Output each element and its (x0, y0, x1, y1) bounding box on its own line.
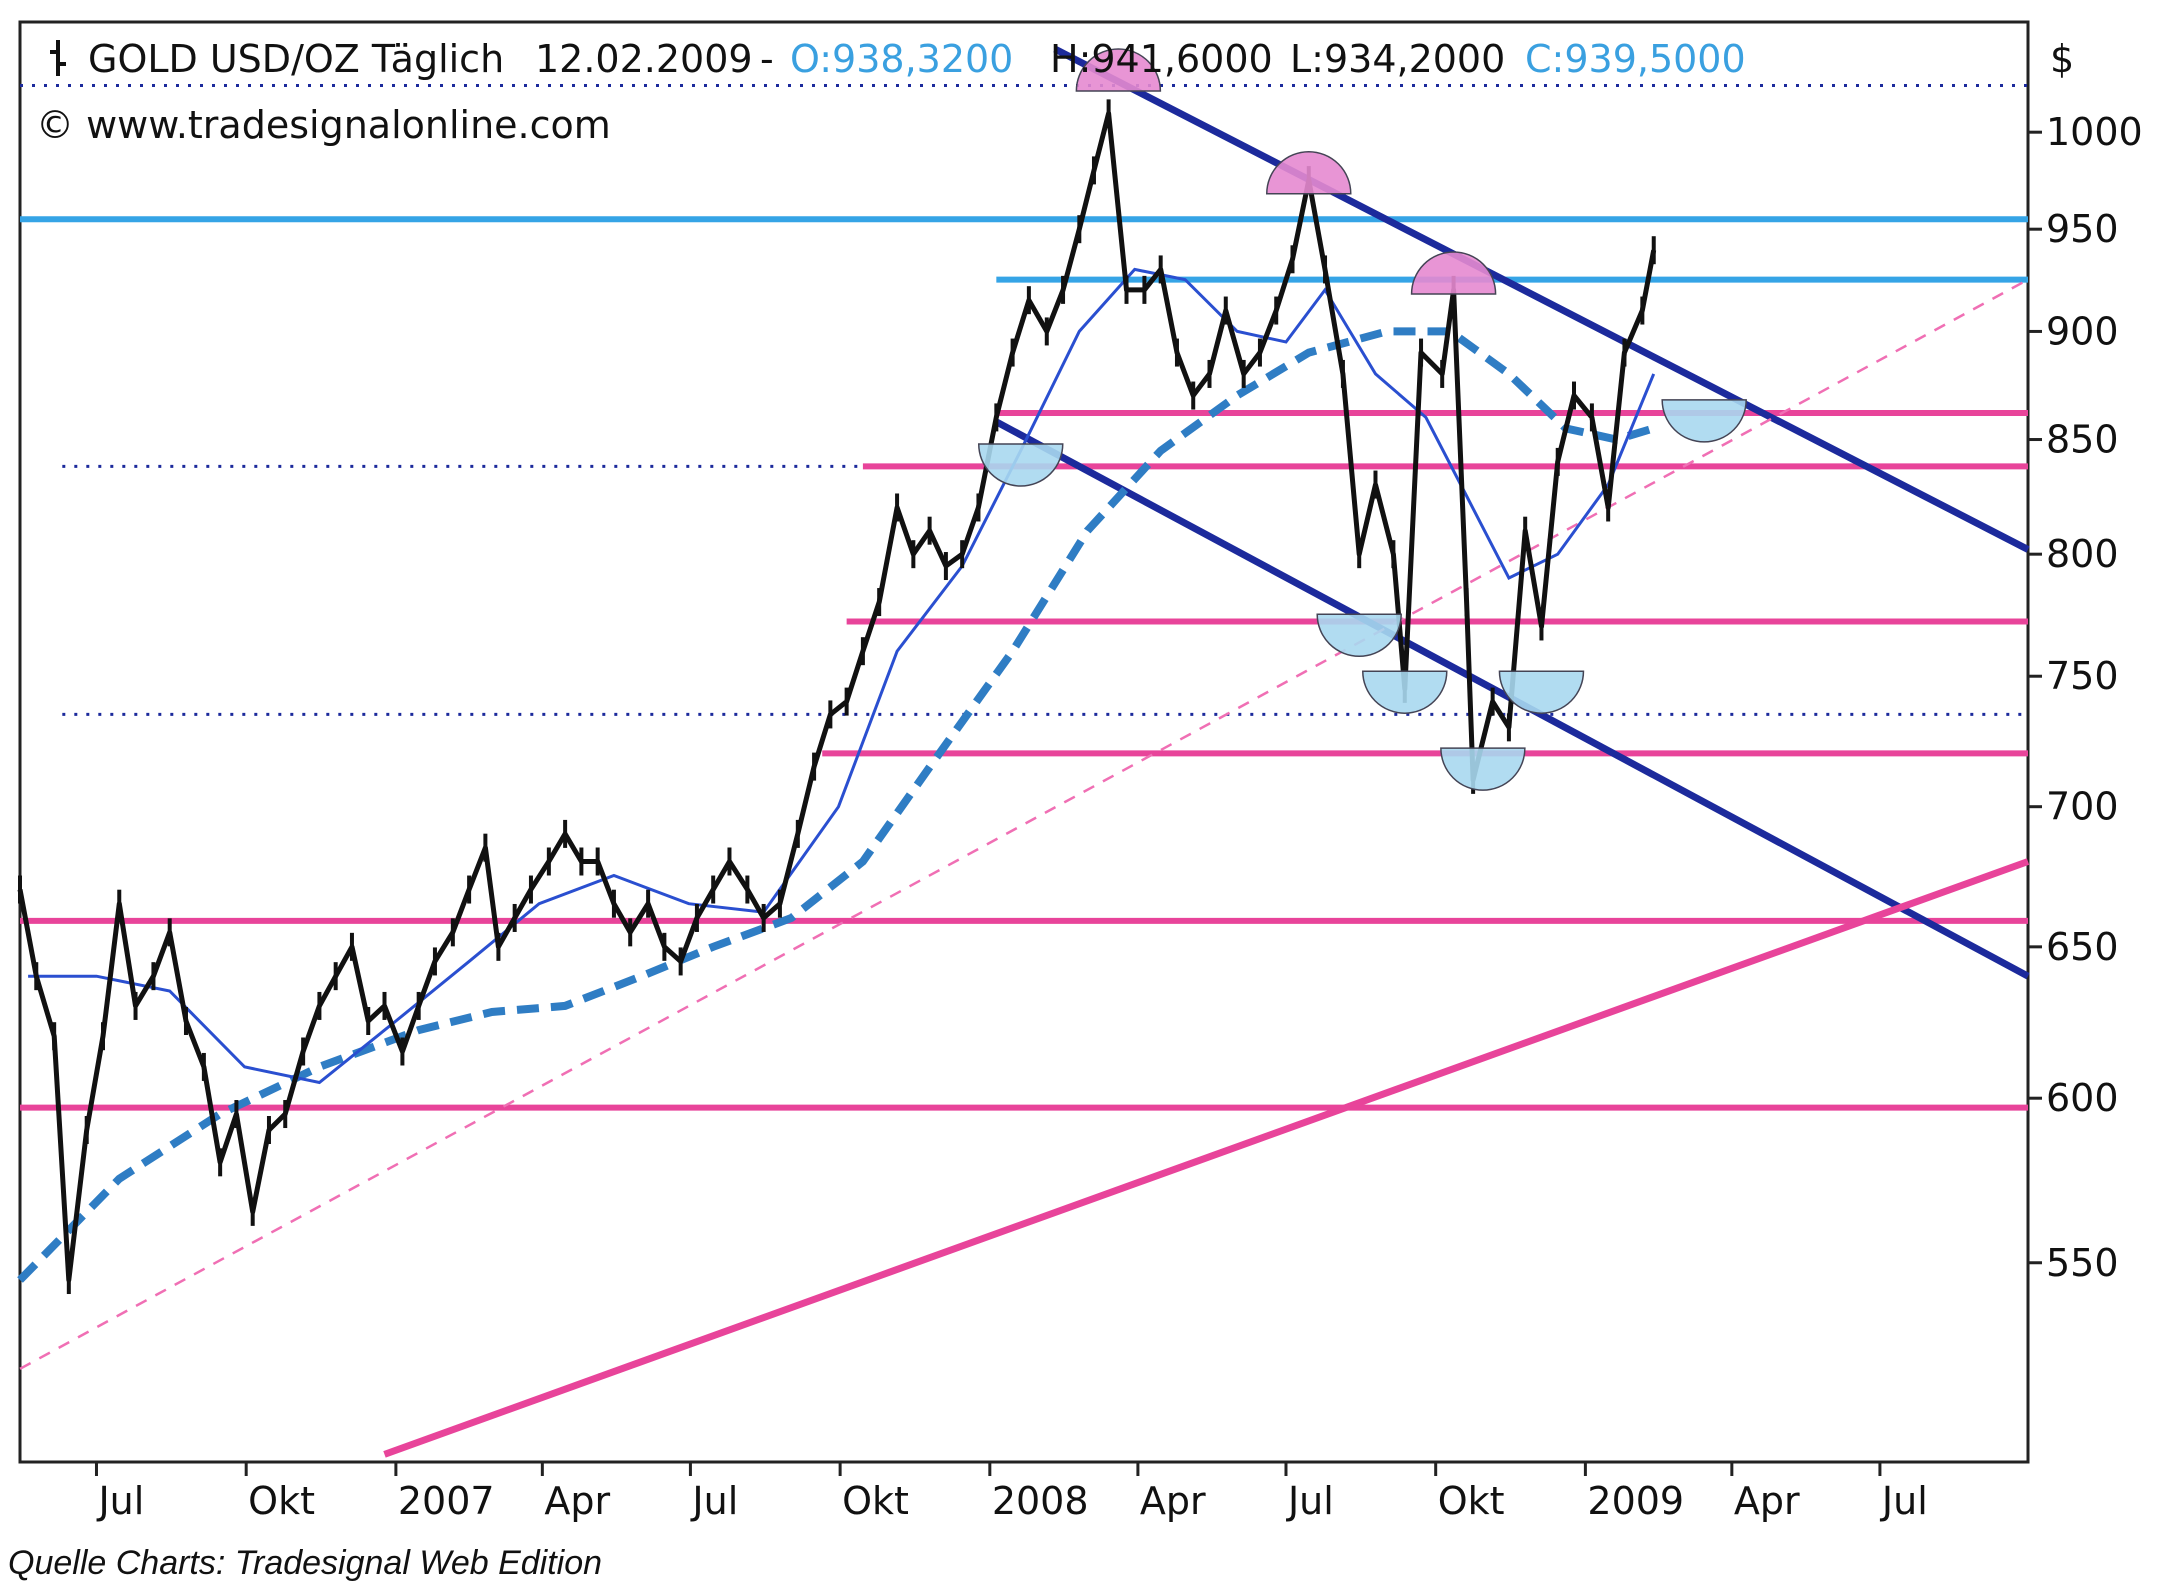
pink-dashed-line (19, 278, 2029, 1370)
y-tick-label: 550 (2046, 1241, 2119, 1285)
bottom-marker (977, 443, 1064, 487)
channel-upper-line (1053, 45, 2030, 553)
y-tick-label: 700 (2046, 785, 2119, 829)
highlight-layer (977, 48, 1747, 791)
low-value: L:934,2000 (1290, 37, 1505, 81)
x-tick-label: Okt (1438, 1479, 1505, 1523)
x-tick-label: Apr (1734, 1479, 1800, 1523)
x-tick-label: Jul (1286, 1479, 1334, 1523)
chart-header: GOLD USD/OZ Täglich 12.02.2009 - O:938,3… (36, 37, 2074, 147)
top-marker (1075, 48, 1162, 92)
currency-label: $ (2050, 37, 2074, 81)
y-tick-label: 950 (2046, 207, 2119, 251)
x-tick-label: Okt (248, 1479, 315, 1523)
x-tick-label: Jul (96, 1479, 144, 1523)
long-moving-average-line (17, 327, 1655, 1283)
bottom-marker (1498, 670, 1585, 714)
source-caption: Quelle Charts: Tradesignal Web Edition (8, 1544, 602, 1582)
bottom-marker (1661, 399, 1747, 443)
ohlc-bar-icon (50, 40, 66, 76)
x-tick-label: Okt (842, 1479, 909, 1523)
y-tick-label: 850 (2046, 418, 2119, 462)
x-axis: Jul Okt 2007 Apr Jul Okt 2008 Apr Jul Okt 2009 Apr J… (94, 1462, 1928, 1523)
y-tick-label: 600 (2046, 1076, 2119, 1120)
moving-average-layer (17, 267, 1656, 1283)
close-value: C:939,5000 (1525, 37, 1746, 81)
plot-area (18, 20, 2030, 1464)
x-tick-label: 2008 (992, 1479, 1089, 1523)
bottom-marker (1362, 670, 1448, 714)
price-layer (17, 99, 1657, 1295)
chart-title: GOLD USD/OZ Täglich (88, 37, 504, 81)
top-marker (1266, 151, 1352, 195)
y-tick-label: 650 (2046, 925, 2119, 969)
bottom-marker (1440, 747, 1526, 791)
top-marker (1410, 251, 1497, 295)
x-tick-label: Apr (1140, 1479, 1206, 1523)
dash-separator: - (760, 37, 774, 81)
y-axis: 550 600 650 700 750 800 850 900 950 1000 (2028, 110, 2143, 1285)
high-value: H:941,6000 (1050, 37, 1273, 81)
short-moving-average-line (28, 267, 1656, 1085)
y-tick-label: 750 (2046, 654, 2119, 698)
x-tick-label: Apr (544, 1479, 610, 1523)
bottom-marker (1316, 613, 1402, 657)
open-value: O:938,3200 (790, 37, 1013, 81)
pink-support-line (383, 858, 2030, 1458)
y-tick-label: 900 (2046, 309, 2119, 353)
x-tick-label: 2007 (398, 1479, 495, 1523)
x-tick-label: 2009 (1587, 1479, 1684, 1523)
y-tick-label: 800 (2046, 532, 2119, 576)
y-tick-label: 1000 (2046, 110, 2143, 154)
chart-date: 12.02.2009 (535, 37, 753, 81)
trendline-layer (19, 45, 2030, 1458)
x-tick-label: Jul (690, 1479, 738, 1523)
copyright-text: © www.tradesignalonline.com (36, 103, 611, 147)
x-tick-label: Jul (1880, 1479, 1928, 1523)
